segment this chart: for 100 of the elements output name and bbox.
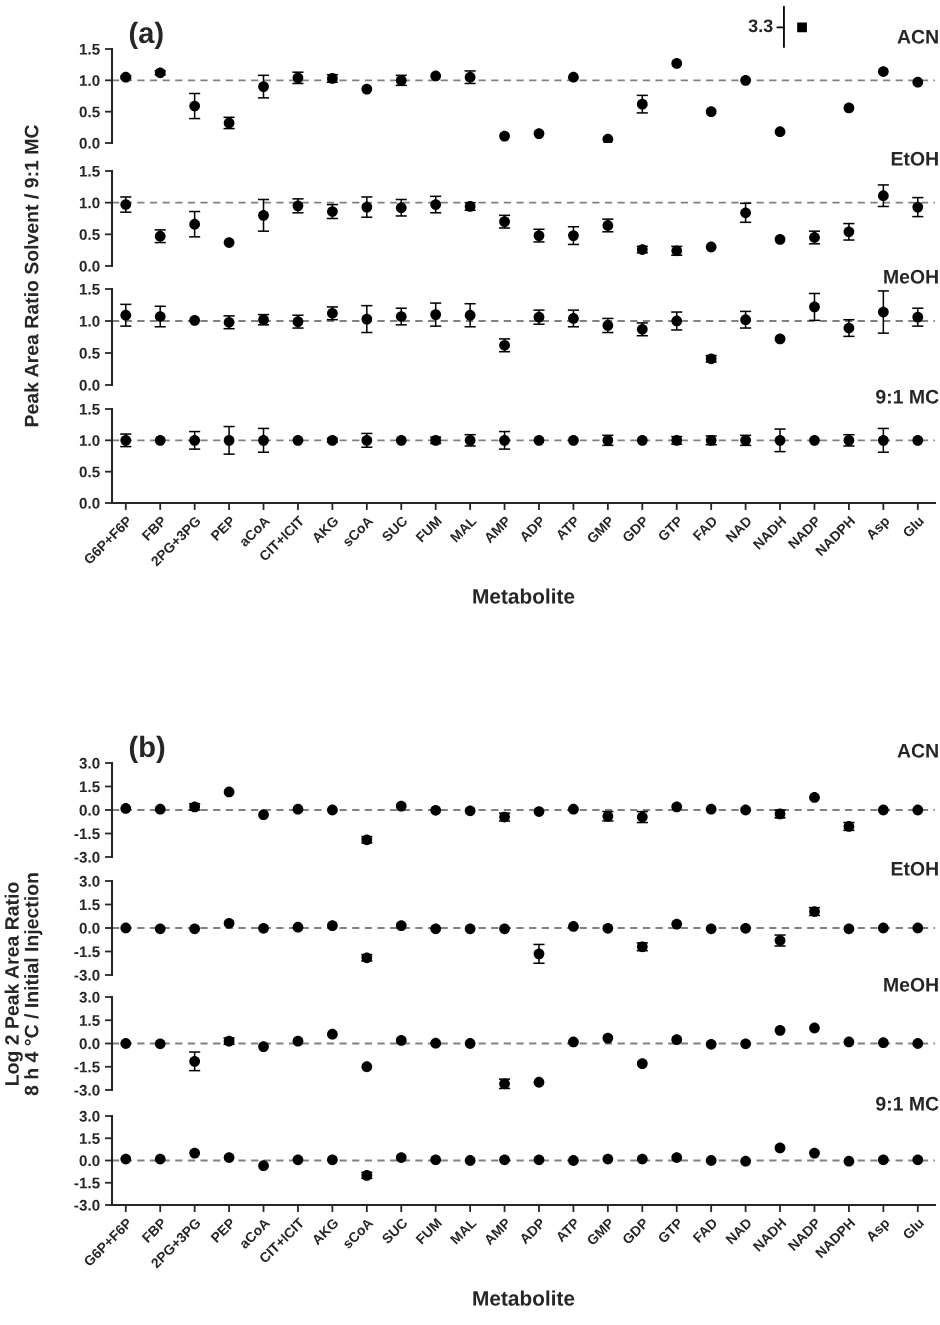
point [912,311,924,323]
point [843,923,855,935]
chart-title: EtOH [891,151,938,166]
point [636,1058,648,1070]
y-tick-label: 1.5 [79,284,100,295]
point [430,804,442,816]
point [912,1154,924,1166]
point [223,237,235,248]
point [774,1142,786,1154]
point [912,1038,924,1049]
y-tick-label: -1.5 [74,1061,100,1073]
point [120,803,132,814]
y-tick-label: 0.0 [79,137,100,149]
y-tick-label: 0.5 [79,106,100,118]
point [258,809,269,821]
y-tick-label: 0.5 [79,466,100,478]
chart-title: ACN [897,29,938,44]
point [430,1037,442,1049]
point [120,1153,132,1165]
point [430,70,442,82]
point [602,922,614,934]
y-tick-label: 1.0 [79,315,100,327]
point [740,922,751,934]
y-tick-label: -1.5 [74,828,100,840]
point [154,923,166,935]
point [430,1154,442,1166]
point [912,76,924,88]
point [774,126,786,138]
point [809,1147,820,1159]
point [705,803,717,815]
point [740,74,751,86]
point [223,917,235,929]
point [154,1153,166,1165]
point [568,1036,579,1048]
point [361,1061,373,1073]
point [740,207,751,219]
point [533,1154,545,1166]
y-tick-label: -3.0 [74,851,100,863]
y-tick-label: 1.5 [79,1133,100,1144]
point [464,309,476,321]
y-tick-label: 1.5 [79,781,100,793]
point [292,921,304,933]
point [430,199,442,210]
y-tick-label: 3.0 [79,991,100,1003]
point [120,922,132,934]
point [292,803,304,815]
point [189,218,201,230]
point [671,58,683,69]
point [395,311,407,322]
point [568,313,579,324]
y-tick-label: 0.0 [79,804,100,816]
point [223,786,235,798]
point [843,226,855,238]
point [602,133,614,143]
point [568,1155,579,1166]
y-tick-label: -1.5 [74,1177,100,1189]
point [843,322,855,334]
y-tick-label: -1.5 [74,946,100,958]
point [636,98,648,110]
chart-title: 9:1 MC [876,1096,939,1111]
point [395,202,407,214]
y-tick-label: 0.0 [79,1038,100,1050]
point [877,922,889,934]
chart-title: EtOH [891,861,938,876]
point [877,804,889,816]
point [602,1153,614,1165]
point [671,1034,683,1045]
point [705,106,717,118]
point [809,792,820,803]
point [533,806,545,817]
point [154,1038,166,1050]
y-tick-label: 1.0 [79,435,100,447]
y-tick-label: 1.0 [79,197,100,209]
point [740,314,751,326]
point [361,201,373,213]
point [327,804,338,816]
point [671,315,683,327]
text: 3.3 [748,19,773,33]
point [774,234,786,245]
point [602,1032,614,1044]
y-tick-label: 1.5 [79,1015,100,1026]
point [464,1038,476,1049]
y-tick-label: 3.0 [79,1110,100,1122]
point [843,1155,855,1167]
point [464,805,476,817]
point [189,1147,201,1159]
x-tick-label: Glu [901,1217,925,1240]
point [499,923,510,935]
chart-title: ACN [897,743,938,758]
y-tick-label: 0.0 [79,1155,100,1167]
point [705,923,717,935]
point [705,1038,717,1050]
point [430,309,442,320]
y-tick-label: 0.0 [79,497,100,509]
y-tick-label: 1.0 [79,75,100,87]
annotation: (a) [129,21,163,49]
chart-title: MeOH [884,977,938,992]
y-axis-title: Log 2 Peak Area Ratio 8 h 4 °C / Initial Injection [4,873,43,1096]
point [120,1038,132,1049]
y-tick-label: 0.5 [79,347,100,359]
